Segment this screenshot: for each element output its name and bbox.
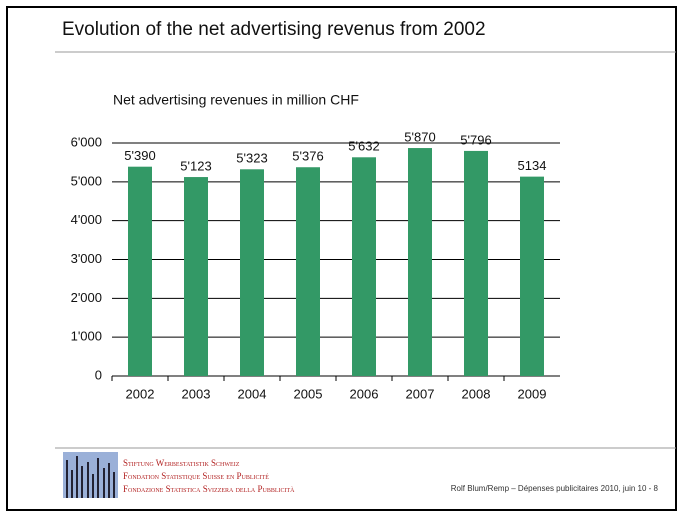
value-label: 5'796 xyxy=(460,132,491,147)
y-tick-label: 1'000 xyxy=(71,329,102,344)
org-line: Fondation Statistique Suisse en Publicit… xyxy=(123,471,269,481)
bar xyxy=(464,150,488,376)
value-label: 5'323 xyxy=(236,151,267,166)
x-tick-label: 2003 xyxy=(182,386,211,401)
value-label: 5'870 xyxy=(404,129,435,144)
value-label: 5'123 xyxy=(180,158,211,173)
y-tick-label: 5'000 xyxy=(71,173,102,188)
value-label: 5134 xyxy=(518,158,547,173)
bar xyxy=(240,169,264,376)
slide-title: Evolution of the net advertising revenus… xyxy=(62,19,486,40)
x-tick-label: 2004 xyxy=(238,386,267,401)
y-tick-label: 3'000 xyxy=(71,251,102,266)
x-tick-label: 2005 xyxy=(294,386,323,401)
x-tick-label: 2006 xyxy=(350,386,379,401)
bar xyxy=(352,157,376,376)
footer-text: Rolf Blum/Remp – Dépenses publicitaires … xyxy=(451,484,659,493)
y-tick-label: 6'000 xyxy=(71,134,102,149)
chart-title: Net advertising revenues in million CHF xyxy=(113,92,359,108)
value-label: 5'390 xyxy=(124,148,155,163)
bar xyxy=(520,176,544,376)
org-line: Fondazione Statistica Svizzera della Pub… xyxy=(123,484,295,494)
x-tick-label: 2007 xyxy=(406,386,435,401)
slide-frame xyxy=(6,6,677,511)
bar xyxy=(128,166,152,376)
bar xyxy=(184,177,208,376)
org-line: Stiftung Werbestatistik Schweiz xyxy=(123,458,240,468)
x-tick-label: 2009 xyxy=(518,386,547,401)
y-tick-label: 2'000 xyxy=(71,290,102,305)
y-tick-label: 0 xyxy=(95,367,102,382)
logo xyxy=(63,452,118,498)
bar xyxy=(408,148,432,376)
value-label: 5'376 xyxy=(292,149,323,164)
x-tick-label: 2002 xyxy=(126,386,155,401)
bar xyxy=(296,167,320,376)
x-tick-label: 2008 xyxy=(462,386,491,401)
value-label: 5'632 xyxy=(348,139,379,154)
y-tick-label: 4'000 xyxy=(71,212,102,227)
